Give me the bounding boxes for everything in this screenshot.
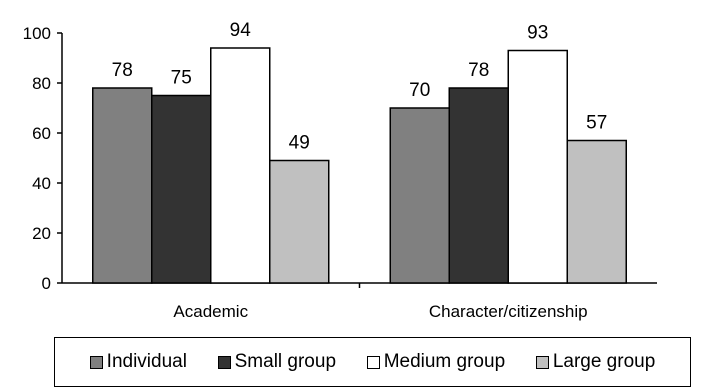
bar-chart: 0 20 40 60 80 100 78 75 94 49 Academic 70 78 93 57 Char… [23,20,657,321]
legend-swatch-small-group [217,355,231,369]
y-tick-label: 80 [32,74,51,93]
bar-medium-group-academic [210,47,271,284]
data-label-small-group-character-citizenship: 78 [468,60,489,81]
data-label-large-group-academic: 49 [289,133,310,154]
data-label-large-group-character-citizenship: 57 [586,113,607,134]
legend-swatch-large-group [535,355,549,369]
legend-item-small-group: Small group [217,351,337,373]
legend-item-individual: Individual [89,351,187,373]
x-category-label-character-citizenship: Character/citizenship [429,302,588,321]
bar-individual-academic [92,87,153,284]
bar-small-group-academic [151,94,212,284]
legend-label-large-group: Large group [552,351,656,372]
bar-small-group-character-citizenship [448,87,509,284]
y-tick-label: 20 [32,224,51,243]
legend-label-small-group: Small group [234,351,337,372]
y-tick-label: 60 [32,124,51,143]
legend-item-medium-group: Medium group [366,351,506,373]
bar-large-group-character-citizenship [566,139,627,284]
y-tick-label: 100 [23,24,51,43]
plot-area: 0 20 40 60 80 100 78 75 94 49 Academic 70 78 93 57 Char… [23,20,657,321]
legend-label-individual: Individual [106,351,187,372]
data-label-individual-academic: 78 [112,60,133,81]
legend-swatch-individual [89,355,103,369]
legend-item-large-group: Large group [535,351,656,373]
legend: Individual Small group Medium group Larg… [54,337,691,387]
data-label-small-group-academic: 75 [171,68,192,89]
bar-large-group-academic [269,159,330,284]
y-tick-label: 0 [42,274,51,293]
legend-swatch-medium-group [366,355,380,369]
y-tick-label: 40 [32,174,51,193]
data-label-medium-group-character-citizenship: 93 [527,23,548,44]
data-label-medium-group-academic: 94 [230,20,252,41]
bar-individual-character-citizenship [389,107,450,284]
x-category-label-academic: Academic [173,302,248,321]
legend-label-medium-group: Medium group [383,351,506,372]
data-label-individual-character-citizenship: 70 [409,80,430,101]
bar-medium-group-character-citizenship [507,49,568,284]
